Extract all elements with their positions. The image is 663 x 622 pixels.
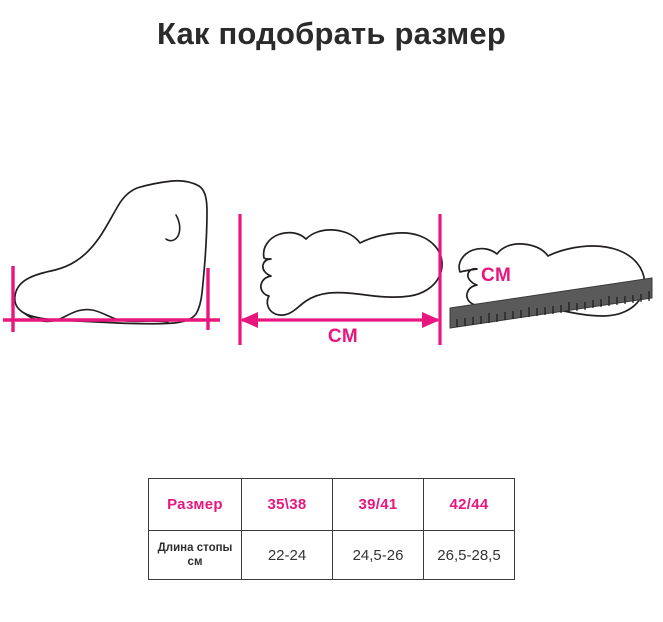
table-row-size: Размер 35\38 39/41 42/44	[148, 478, 515, 531]
table-row-label-line1: Длина стопы	[157, 542, 233, 554]
measure-arrow-head-right	[422, 312, 440, 328]
table-header-size-3: 42/44	[423, 478, 515, 531]
table-header-size-2: 39/41	[332, 478, 424, 531]
measure-arrow-head-left	[240, 312, 258, 328]
foot-side-profile-svg	[3, 179, 220, 332]
table-row-label-line2: см	[187, 556, 203, 568]
measurement-unit-label-tape: СМ	[481, 265, 512, 286]
measuring-tape-body	[449, 277, 653, 329]
foot-sole-outline-path	[260, 229, 443, 316]
illustrations-band: СМ	[0, 160, 663, 360]
foot-with-tape-svg	[449, 243, 653, 329]
foot-outline-path	[13, 179, 208, 325]
table-cell-length-3: 26,5-28,5	[423, 530, 515, 580]
table-header-label-size: Размер	[148, 478, 242, 531]
measurement-unit-label-top-view: СМ	[327, 326, 359, 347]
ankle-bone-detail	[165, 214, 181, 242]
figure-foot-with-tape: СМ	[440, 220, 663, 350]
foot-top-view-svg	[238, 214, 443, 345]
measuring-tape-ticks	[456, 291, 650, 327]
table-cell-length-1: 22-24	[241, 530, 333, 580]
measuring-tape-group	[449, 277, 653, 329]
table-row-label-foot-length: Длина стопы см	[148, 530, 242, 580]
size-chart-table: Размер 35\38 39/41 42/44 Длина стопы см …	[148, 478, 515, 580]
page-title: Как подобрать размер	[156, 16, 506, 51]
table-header-size-1: 35\38	[241, 478, 333, 531]
figure-foot-side-profile	[0, 160, 235, 360]
table-cell-length-2: 24,5-26	[332, 530, 424, 580]
table-row-foot-length: Длина стопы см 22-24 24,5-26 26,5-28,5	[148, 530, 515, 580]
figure-foot-top-view: СМ	[228, 200, 458, 360]
